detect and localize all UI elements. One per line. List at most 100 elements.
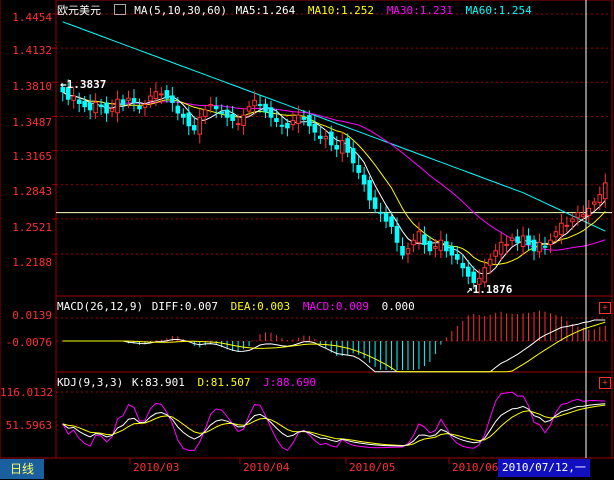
candle-body: [268, 107, 274, 118]
candle-body: [509, 237, 515, 242]
candle-body: [570, 218, 575, 223]
candle-body: [307, 115, 312, 127]
ma10-value: MA10:1.252: [307, 4, 375, 17]
candle-body: [186, 112, 192, 127]
candle-body: [444, 241, 449, 252]
kdj-name[interactable]: KDJ(9,3,3): [57, 376, 124, 389]
candle-body: [438, 239, 444, 251]
candle-body: [455, 254, 460, 260]
high-annotation: ←1.3837: [60, 78, 107, 91]
y-tick-label: 1.2843: [12, 185, 52, 198]
candle-body: [411, 239, 416, 246]
candle-body: [312, 123, 318, 133]
candle-body: [328, 131, 334, 146]
candle-body: [602, 182, 608, 200]
ma-indicator-icon[interactable]: [113, 4, 126, 15]
macd-header: MACD(26,12,9) DIFF:0.007 DEA:0.003 MACD:…: [57, 300, 421, 313]
candle-body: [115, 98, 120, 114]
candle-body: [460, 263, 466, 269]
candle-body: [197, 116, 203, 135]
candle-body: [592, 201, 597, 205]
candle-body: [559, 222, 564, 236]
candle-body: [433, 246, 438, 249]
candle-body: [564, 224, 570, 227]
symbol-name: 欧元美元: [57, 4, 101, 17]
candle-body: [389, 216, 394, 227]
candle-body: [542, 245, 548, 248]
macd-diff: DIFF:0.007: [151, 300, 218, 313]
x-tick-label: 2010/03: [133, 461, 180, 474]
candle-body: [131, 98, 137, 103]
candle-body: [301, 117, 307, 120]
candle-body: [148, 95, 153, 102]
y-tick-label: 1.2521: [12, 221, 52, 234]
candle-body: [498, 241, 504, 255]
period-tab[interactable]: 日线: [0, 459, 44, 479]
candle-body: [378, 211, 383, 214]
candle-body: [93, 101, 98, 114]
candle-body: [493, 250, 498, 257]
y-tick-label: 1.3165: [12, 150, 52, 163]
candle-body: [252, 99, 257, 107]
candle-body: [224, 109, 230, 118]
candle-body: [219, 111, 224, 114]
dea-line: [62, 321, 606, 373]
candle-body: [422, 234, 427, 245]
candle-body: [581, 214, 586, 218]
candle-body: [76, 99, 82, 104]
candle-body: [372, 197, 378, 209]
y-tick-label: 1.2188: [12, 256, 52, 269]
candle-body: [345, 138, 350, 153]
kdj-header: KDJ(9,3,3) K:83.901 D:81.507 J:88.690: [57, 376, 322, 389]
x-tick-label: 2010/06: [452, 461, 499, 474]
candle-body: [170, 95, 175, 103]
candle-body: [126, 97, 131, 101]
ma5-line: [62, 91, 606, 276]
candle-body: [383, 213, 389, 222]
macd-name[interactable]: MACD(26,12,9): [57, 300, 144, 313]
candle-body: [416, 231, 422, 243]
candle-body: [279, 124, 285, 127]
macd-tick-label: -0.0076: [5, 336, 52, 349]
candle-body: [274, 118, 279, 122]
kdj-j: J:88.690: [263, 376, 317, 389]
y-tick-label: 1.4454: [12, 11, 52, 24]
candle-body: [575, 212, 581, 218]
ma-indicator-label[interactable]: MA(5,10,30,60): [134, 4, 227, 17]
candle-body: [120, 99, 126, 106]
kdj-tick-label: 116.0132: [0, 386, 53, 399]
candle-body: [427, 240, 433, 252]
kdj-k-line: [62, 403, 606, 447]
candle-body: [323, 135, 329, 140]
candle-body: [181, 113, 186, 118]
candle-body: [537, 241, 542, 253]
candle-body: [597, 194, 603, 203]
candle-body: [82, 100, 87, 108]
macd-expand-button[interactable]: +: [599, 302, 611, 314]
candle-body: [263, 103, 268, 113]
candle-body: [175, 105, 181, 114]
candle-body: [285, 122, 290, 129]
high-arrow-icon: ←: [60, 78, 67, 91]
candle-body: [98, 104, 104, 108]
kdj-expand-button[interactable]: +: [599, 377, 611, 389]
candle-body: [246, 106, 252, 112]
ma30-value: MA30:1.231: [386, 4, 453, 17]
candle-body: [476, 277, 482, 285]
candle-body: [400, 245, 405, 256]
candle-body: [164, 90, 170, 99]
candle-body: [350, 148, 356, 164]
candle-body: [526, 235, 531, 245]
low-arrow-icon: ↗: [466, 283, 473, 296]
low-annotation: ↗1.1876: [466, 283, 513, 296]
candle-body: [104, 102, 109, 114]
candle-body: [137, 106, 142, 110]
x-tick-label: 2010/04: [243, 461, 290, 474]
candle-body: [296, 114, 301, 125]
candle-body: [553, 231, 559, 238]
candle-body: [449, 246, 455, 256]
y-tick-label: 1.4132: [12, 44, 52, 57]
candle-body: [153, 91, 159, 100]
candle-body: [65, 87, 71, 100]
